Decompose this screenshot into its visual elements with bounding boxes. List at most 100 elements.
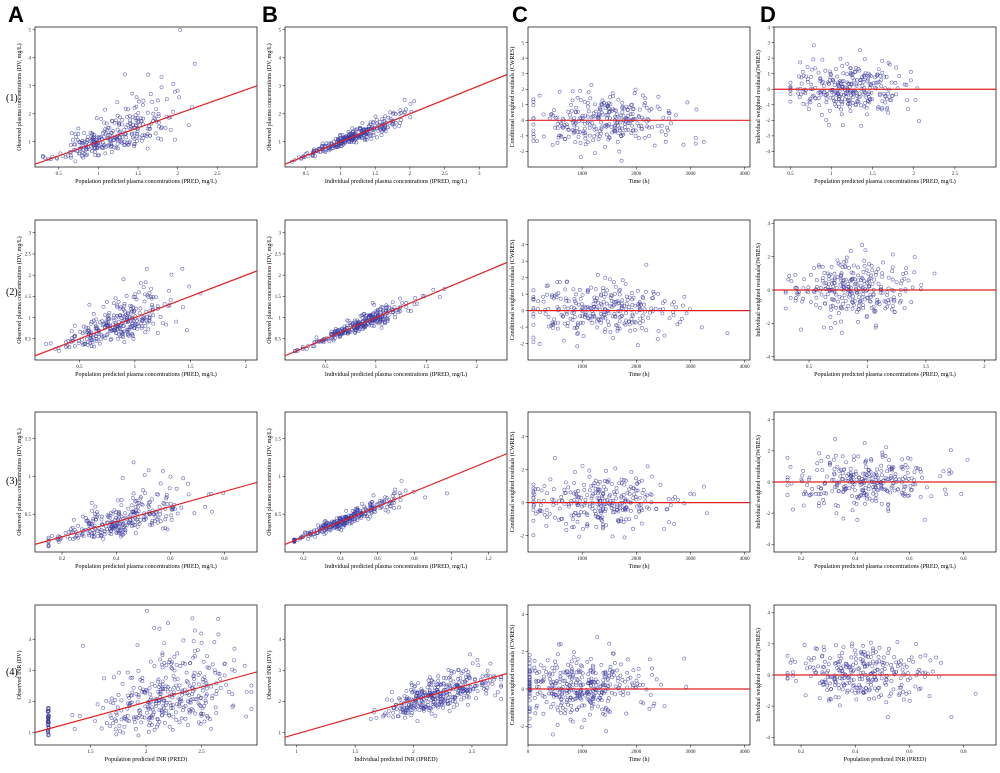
data-point [621, 132, 625, 137]
data-point [861, 73, 866, 78]
data-point [568, 113, 572, 117]
data-point [617, 481, 621, 486]
data-point [879, 107, 884, 112]
data-point [437, 682, 442, 687]
data-point [542, 512, 547, 517]
data-point [623, 679, 627, 684]
data-point [546, 315, 551, 319]
data-point [591, 491, 596, 496]
data-point [585, 140, 590, 145]
data-point [578, 155, 583, 159]
data-point [528, 674, 532, 679]
data-point [791, 507, 795, 512]
data-point [615, 323, 620, 328]
data-point [671, 313, 676, 318]
data-point [443, 701, 448, 706]
data-point [436, 678, 441, 683]
data-point [565, 306, 570, 311]
data-point [884, 74, 889, 79]
data-point [818, 492, 823, 496]
data-point [854, 471, 858, 476]
data-point [541, 134, 546, 139]
y-tick-label: -1 [766, 104, 771, 109]
data-point [869, 90, 874, 95]
data-point [127, 695, 132, 700]
data-point [205, 665, 210, 670]
data-point [892, 297, 897, 302]
data-point [582, 304, 587, 309]
data-point [551, 487, 556, 492]
data-point [176, 687, 181, 692]
data-point [425, 700, 430, 705]
data-point [108, 713, 113, 718]
data-point [136, 99, 141, 104]
data-point [132, 144, 137, 149]
data-point [862, 282, 867, 287]
data-point [139, 116, 143, 121]
data-point [606, 478, 611, 483]
data-point [537, 342, 542, 346]
data-point [650, 474, 654, 479]
data-point [583, 312, 588, 317]
data-point [601, 522, 605, 527]
data-point [69, 329, 74, 334]
data-point [355, 323, 360, 328]
data-point [817, 501, 822, 506]
data-point [117, 332, 121, 337]
data-point [115, 127, 120, 132]
data-point [883, 476, 888, 481]
x-axis-label: Individual predicted plasma concentratio… [325, 563, 467, 570]
data-point [862, 104, 867, 109]
data-point [641, 117, 646, 122]
data-point [389, 690, 394, 694]
data-point [574, 661, 579, 666]
data-point [861, 270, 866, 274]
data-point [904, 270, 908, 275]
data-point [575, 344, 580, 349]
data-point [570, 89, 575, 94]
data-point [145, 146, 150, 151]
data-point [213, 705, 218, 710]
data-point [908, 78, 913, 83]
data-point [150, 497, 154, 502]
data-point [788, 80, 793, 85]
data-point [912, 255, 917, 259]
x-tick-label: 1.5 [187, 365, 194, 370]
data-point [651, 289, 656, 294]
data-point [398, 296, 402, 301]
data-point [932, 271, 937, 276]
data-point [432, 688, 437, 693]
data-point [163, 526, 168, 531]
data-point [164, 492, 169, 497]
data-point [111, 721, 116, 725]
data-point [853, 65, 858, 70]
data-point [167, 724, 172, 729]
data-point [560, 705, 565, 710]
data-point [636, 288, 640, 293]
data-point [914, 465, 919, 470]
data-point [559, 494, 564, 499]
data-point [371, 324, 376, 329]
data-point [435, 682, 440, 687]
data-point [863, 475, 868, 480]
data-point [862, 493, 867, 498]
data-point [68, 143, 73, 147]
data-point [890, 252, 895, 257]
data-point [528, 676, 532, 680]
data-point [461, 669, 466, 674]
y-tick-label: 1 [279, 141, 282, 146]
data-point [158, 691, 163, 696]
data-point [889, 485, 894, 490]
data-point [819, 90, 824, 95]
data-point [880, 450, 885, 455]
data-point [397, 124, 402, 128]
y-tick-label: 3 [279, 85, 282, 90]
data-point [889, 307, 894, 312]
data-point [861, 491, 866, 495]
data-point [621, 520, 626, 524]
data-point [856, 273, 860, 278]
data-point [431, 287, 436, 292]
data-point [844, 94, 849, 99]
y-axis-label: Conditional weighted residuals (CWRES) [509, 240, 516, 341]
data-point [105, 314, 110, 319]
